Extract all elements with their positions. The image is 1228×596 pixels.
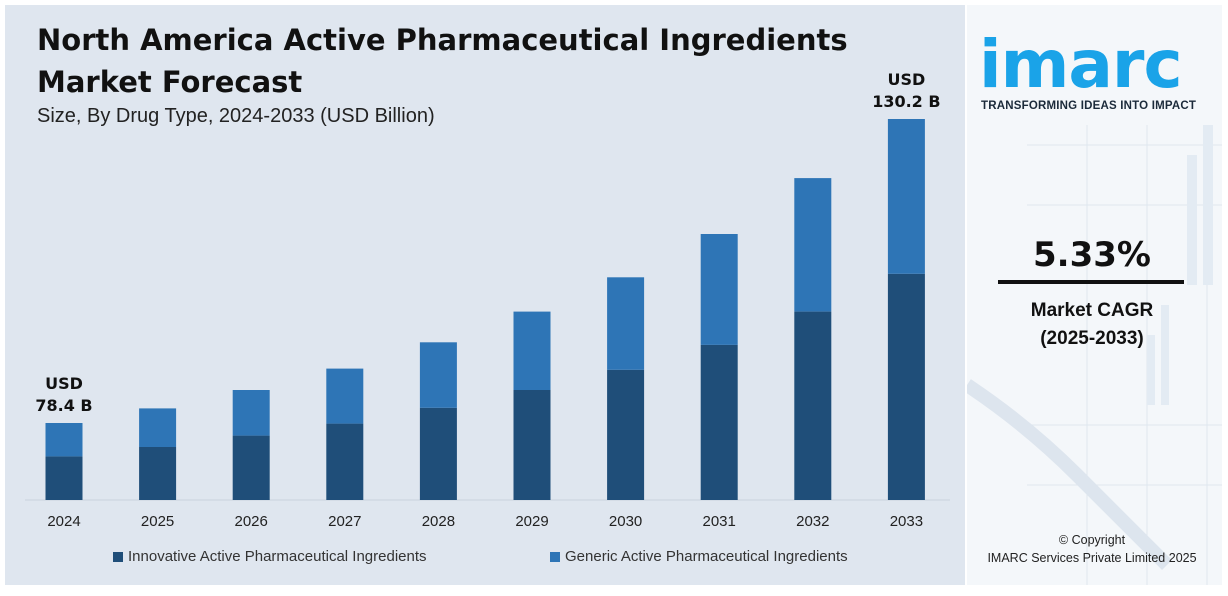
copyright-line1: © Copyright xyxy=(1058,533,1126,547)
legend-item-innovative: Innovative Active Pharmaceutical Ingredi… xyxy=(113,548,427,565)
total-label-2033-line1: USD xyxy=(888,70,926,89)
x-tick-label-2033: 2033 xyxy=(890,513,923,530)
bar-chart: 2024 2025 2026 2027 2028 2029 2030 2031 2032 2033… xyxy=(25,70,950,530)
bar-generic-2030 xyxy=(607,277,645,370)
bar-generic-2027 xyxy=(326,368,364,424)
legend-label-innovative: Innovative Active Pharmaceutical Ingredi… xyxy=(128,548,427,565)
chart-title: North America Active Pharmaceutical Ingr… xyxy=(37,23,848,99)
bar-innovative-2030 xyxy=(607,369,645,500)
x-tick-label-2027: 2027 xyxy=(328,513,361,530)
x-tick-label-2030: 2030 xyxy=(609,513,642,530)
cagr-label-line2: (2025-2033) xyxy=(1040,328,1144,349)
x-tick-label-2024: 2024 xyxy=(47,513,80,530)
legend-label-generic: Generic Active Pharmaceutical Ingredient… xyxy=(565,548,848,565)
bar-generic-2031 xyxy=(700,234,738,345)
legend-swatch-innovative xyxy=(113,551,123,562)
bar-innovative-2026 xyxy=(232,435,270,500)
side-panel: imarc TRANSFORMING IDEAS INTO IMPACT 5.3… xyxy=(967,5,1222,585)
bar-generic-2033 xyxy=(887,119,925,274)
cagr-label: Market CAGR (2025-2033) xyxy=(967,297,1217,353)
bar-generic-2026 xyxy=(232,390,270,436)
bar-generic-2029 xyxy=(513,311,551,390)
legend-swatch-generic xyxy=(550,551,560,562)
bar-innovative-2028 xyxy=(419,407,457,500)
bar-generic-2024 xyxy=(45,423,83,457)
x-tick-label-2028: 2028 xyxy=(422,513,455,530)
chart-panel: North America Active Pharmaceutical Ingr… xyxy=(5,5,965,585)
x-tick-label-2029: 2029 xyxy=(515,513,548,530)
bar-generic-2032 xyxy=(794,178,832,312)
total-label-2024-line1: USD xyxy=(45,374,83,393)
copyright: © Copyright IMARC Services Private Limit… xyxy=(967,531,1217,567)
logo-tagline: TRANSFORMING IDEAS INTO IMPACT xyxy=(981,100,1197,112)
imarc-logo: imarc xyxy=(979,26,1183,103)
x-tick-label-2026: 2026 xyxy=(235,513,268,530)
total-label-2024-line2: 78.4 B xyxy=(35,396,92,415)
bar-innovative-2025 xyxy=(139,447,177,500)
copyright-line2: IMARC Services Private Limited 2025 xyxy=(987,551,1197,565)
cagr-value: 5.33% xyxy=(1033,235,1151,275)
bar-generic-2025 xyxy=(139,408,177,447)
cagr-label-line1: Market CAGR xyxy=(1030,300,1154,321)
x-tick-label-2025: 2025 xyxy=(141,513,174,530)
chart-subtitle: Size, By Drug Type, 2024-2033 (USD Billi… xyxy=(37,105,435,127)
bar-innovative-2032 xyxy=(794,311,832,500)
bar-innovative-2029 xyxy=(513,390,551,500)
bar-innovative-2027 xyxy=(326,423,364,500)
x-tick-label-2031: 2031 xyxy=(703,513,736,530)
bar-innovative-2031 xyxy=(700,344,738,500)
bar-innovative-2033 xyxy=(887,273,925,500)
total-label-2033-line2: 130.2 B xyxy=(872,92,940,111)
x-tick-label-2032: 2032 xyxy=(796,513,829,530)
legend-item-generic: Generic Active Pharmaceutical Ingredient… xyxy=(550,548,848,565)
background-graph-decoration xyxy=(967,125,1222,585)
cagr-divider xyxy=(998,280,1184,284)
bar-generic-2028 xyxy=(419,342,457,408)
bar-innovative-2024 xyxy=(45,456,83,500)
